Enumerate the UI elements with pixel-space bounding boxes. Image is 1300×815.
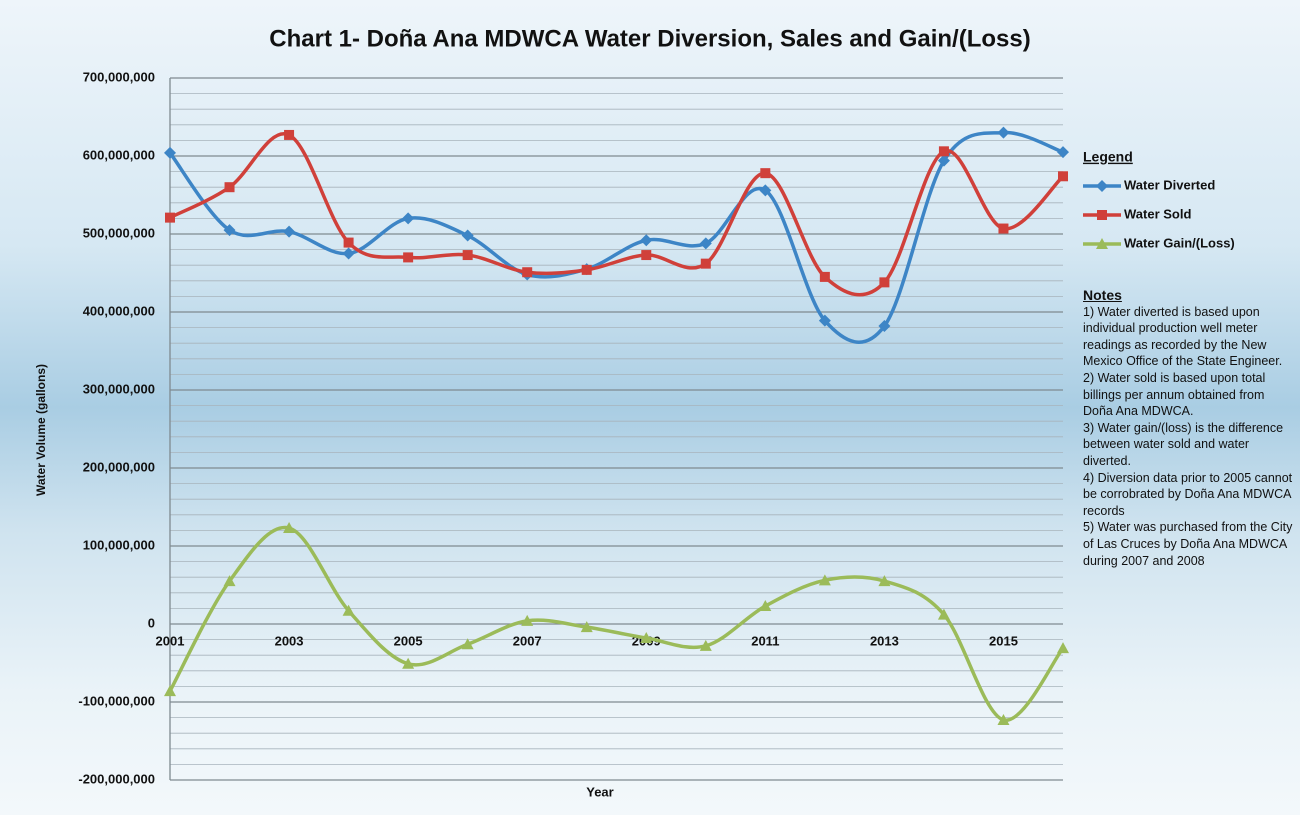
marker: [938, 146, 949, 157]
notes-title: Notes: [1083, 287, 1122, 303]
marker: [165, 212, 175, 223]
notes: Notes 1) Water diverted is based upon in…: [1083, 287, 1295, 569]
marker: [462, 250, 473, 261]
marker: [1096, 180, 1108, 192]
marker: [342, 247, 355, 260]
y-tick-label: 300,000,000: [83, 381, 155, 396]
marker: [1058, 171, 1068, 182]
marker: [283, 225, 296, 238]
marker: [640, 234, 653, 247]
marker: [164, 685, 176, 697]
marker: [164, 146, 176, 159]
marker: [1097, 210, 1107, 220]
marker: [403, 252, 414, 263]
marker: [937, 154, 950, 167]
marker: [818, 574, 831, 586]
marker: [223, 224, 236, 237]
y-axis-label: Water Volume (gallons): [34, 364, 48, 496]
y-tick-label: 100,000,000: [83, 537, 155, 552]
marker: [223, 575, 236, 587]
x-tick-label: 2001: [156, 633, 185, 648]
legend-title: Legend: [1083, 149, 1133, 165]
series-line: [169, 132, 1065, 297]
marker: [402, 657, 415, 669]
marker: [879, 277, 890, 288]
x-tick-label: 2007: [513, 633, 542, 648]
marker: [581, 264, 592, 275]
marker: [461, 638, 474, 650]
marker: [759, 600, 772, 612]
marker: [998, 223, 1009, 234]
legend-label: Water Gain/(Loss): [1124, 235, 1235, 250]
chart-title: Chart 1- Doña Ana MDWCA Water Diversion,…: [269, 25, 1030, 52]
marker: [640, 632, 653, 644]
marker: [224, 182, 235, 193]
marker: [760, 168, 771, 179]
legend-label: Water Diverted: [1124, 177, 1215, 192]
y-tick-label: 500,000,000: [83, 225, 155, 240]
marker: [283, 522, 296, 534]
note-item: 3) Water gain/(loss) is the difference b…: [1083, 420, 1284, 468]
marker: [521, 614, 534, 626]
legend-label: Water Sold: [1124, 206, 1191, 221]
note-item: 4) Diversion data prior to 2005 cannot b…: [1083, 470, 1293, 518]
marker: [937, 608, 950, 620]
marker: [700, 258, 711, 269]
series-line: [168, 525, 1065, 722]
marker: [819, 271, 830, 282]
note-item: 5) Water was purchased from the City of …: [1083, 520, 1293, 568]
note-item: 1) Water diverted is based upon individu…: [1083, 304, 1283, 369]
x-axis-label: Year: [586, 784, 613, 799]
marker: [343, 237, 354, 248]
y-tick-label: 700,000,000: [83, 69, 155, 84]
x-tick-label: 2015: [989, 633, 1018, 648]
marker: [461, 229, 474, 242]
marker: [997, 126, 1010, 139]
y-tick-label: 0: [148, 615, 155, 630]
y-tick-label: 200,000,000: [83, 459, 155, 474]
marker: [878, 575, 891, 587]
marker: [878, 320, 891, 333]
marker: [818, 314, 831, 327]
marker: [1057, 146, 1069, 159]
y-tick-label: -100,000,000: [78, 693, 155, 708]
marker: [284, 129, 295, 140]
marker: [1096, 238, 1108, 249]
series-line: [168, 130, 1064, 344]
marker: [522, 267, 533, 278]
y-tick-label: 400,000,000: [83, 303, 155, 318]
x-tick-label: 2013: [870, 633, 899, 648]
x-tick-label: 2003: [275, 633, 304, 648]
x-tick-label: 2011: [751, 633, 779, 648]
marker: [342, 604, 355, 616]
marker: [580, 621, 593, 633]
marker: [699, 237, 712, 250]
marker: [759, 184, 772, 197]
marker: [997, 713, 1010, 725]
note-item: 2) Water sold is based upon total billin…: [1083, 370, 1266, 419]
marker: [641, 250, 652, 261]
marker: [402, 212, 415, 225]
y-tick-label: 600,000,000: [83, 147, 155, 162]
marker: [699, 639, 712, 651]
x-tick-label: 2005: [394, 633, 423, 648]
marker: [1057, 642, 1069, 654]
y-tick-label: -200,000,000: [78, 771, 155, 786]
